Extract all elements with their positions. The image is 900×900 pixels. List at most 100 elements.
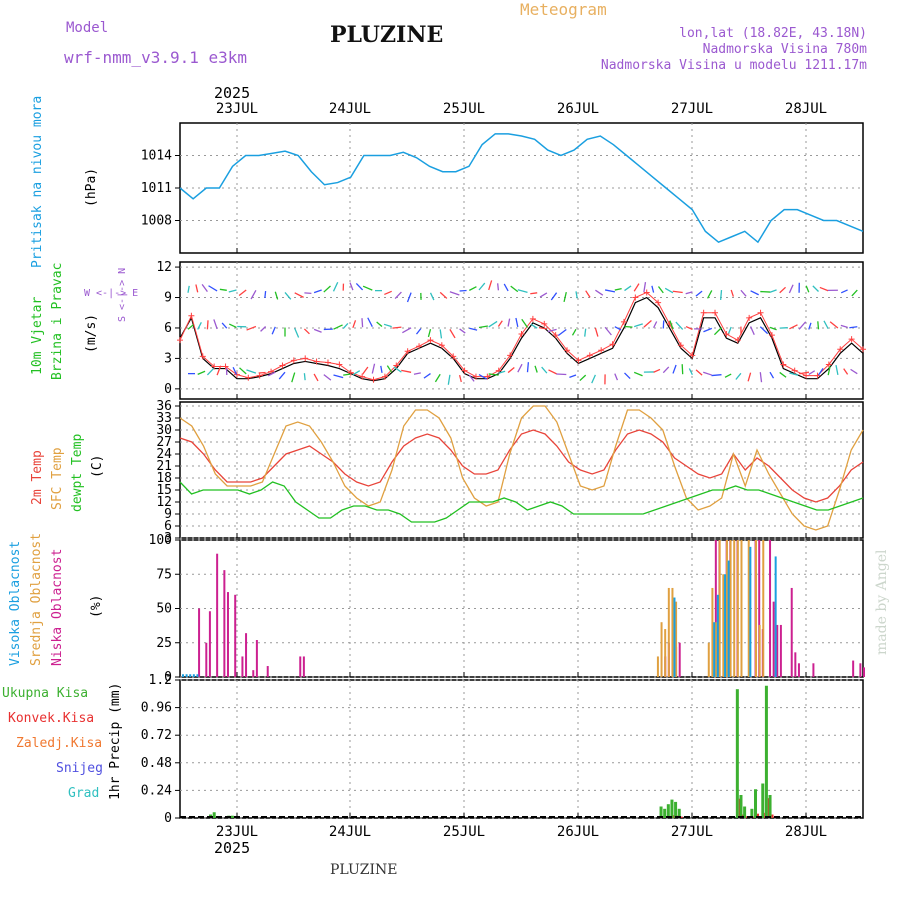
cloud-bar-low bbox=[852, 660, 855, 677]
wind-direction-arrow bbox=[507, 367, 515, 374]
wind-direction-arrow bbox=[449, 329, 456, 339]
wind-direction-arrow bbox=[759, 326, 769, 335]
wind-gust-marker bbox=[837, 346, 844, 353]
wind-direction-arrow bbox=[434, 373, 441, 383]
wind-direction-arrow bbox=[591, 374, 596, 384]
wind-gust-marker bbox=[450, 353, 457, 360]
wind-direction-arrow bbox=[657, 286, 664, 294]
wind-direction-arrow bbox=[323, 374, 332, 381]
wind-direction-arrow bbox=[469, 286, 477, 291]
wind-direction-arrow bbox=[469, 327, 478, 331]
wind-gust-marker bbox=[199, 353, 206, 360]
wind-direction-arrow bbox=[303, 373, 306, 381]
y-tick-label: 12 bbox=[156, 260, 172, 275]
cloud-bar-low bbox=[252, 670, 255, 677]
cloud-bar-low bbox=[797, 663, 800, 677]
wind-direction-arrow bbox=[291, 372, 296, 383]
precip-label-hail: Grad bbox=[68, 786, 100, 801]
wind-direction-arrow bbox=[624, 372, 631, 380]
cloud-bar-low bbox=[678, 642, 681, 677]
wind-direction-arrow bbox=[685, 291, 693, 295]
cloud-bar-mid bbox=[747, 540, 750, 677]
y-tick-label: 12 bbox=[156, 495, 172, 510]
precip-bar-total bbox=[663, 808, 667, 818]
model-elevation: Nadmorska Visina u modelu 1211.17m bbox=[600, 58, 867, 73]
wind-direction-arrow bbox=[685, 325, 693, 330]
wind-direction-arrow bbox=[829, 321, 839, 329]
wind-direction-arrow bbox=[817, 321, 820, 330]
cloud-bar-low bbox=[299, 656, 302, 677]
cloud-bar-mid bbox=[718, 540, 721, 677]
wind-direction-arrow bbox=[206, 367, 215, 376]
y-tick-label: 25 bbox=[156, 636, 172, 651]
cloud-bar-mid bbox=[736, 540, 739, 677]
day-label-bottom: 26JUL bbox=[557, 824, 599, 840]
wind-direction-arrow bbox=[362, 285, 373, 291]
wind-direction-arrow bbox=[789, 324, 798, 330]
wind-gust-marker bbox=[620, 318, 627, 325]
wind-direction-arrow bbox=[633, 283, 640, 292]
cloud-bar-low bbox=[772, 601, 775, 677]
wind-direction-arrow bbox=[342, 322, 349, 330]
wind-gust-marker bbox=[791, 367, 798, 374]
cloud-bar-mid bbox=[667, 587, 670, 677]
cloud-bar-mid bbox=[715, 622, 718, 677]
wind-gust-marker bbox=[484, 373, 491, 380]
wind-direction-arrow bbox=[208, 285, 218, 292]
wind-gust-marker bbox=[598, 347, 605, 354]
wind-gust-marker bbox=[746, 314, 753, 321]
cloud-bar-low bbox=[714, 540, 717, 677]
wind-direction-arrow bbox=[333, 374, 344, 379]
wind-direction-arrow bbox=[849, 326, 858, 329]
cloud-bar-high bbox=[182, 674, 184, 677]
wind-direction-arrow bbox=[303, 328, 310, 335]
wind-direction-arrow bbox=[517, 363, 523, 373]
cloud-bar-mid bbox=[664, 629, 667, 677]
wind-direction-arrow bbox=[219, 288, 227, 291]
y-tick-label: 36 bbox=[156, 399, 172, 414]
cloud-bar-mid bbox=[707, 642, 710, 677]
wind-direction-arrow bbox=[662, 366, 670, 374]
wind-direction-arrow bbox=[769, 289, 777, 293]
wind-direction-arrow bbox=[278, 371, 286, 380]
wind-direction-arrow bbox=[468, 374, 475, 382]
precip-bar-total bbox=[212, 812, 216, 818]
precip-bar-total bbox=[659, 806, 663, 818]
wind-gust-marker bbox=[848, 336, 855, 343]
wind-gust-marker bbox=[290, 357, 297, 364]
cloud-bar-low bbox=[769, 540, 772, 677]
wind-direction-arrow bbox=[727, 326, 732, 334]
cloud-bar-high bbox=[196, 674, 199, 677]
precip-bar-total bbox=[768, 795, 772, 818]
wind-direction-arrow bbox=[386, 365, 393, 373]
wind-direction-arrow bbox=[759, 372, 763, 383]
cloud-bar-mid bbox=[722, 574, 725, 677]
year-top: 2025 bbox=[214, 84, 251, 102]
y-tick-label: 9 bbox=[164, 291, 172, 306]
wind-direction-arrow bbox=[798, 371, 810, 375]
y-tick-label: 0.72 bbox=[141, 728, 172, 743]
wind-direction-arrow bbox=[498, 370, 506, 374]
day-label-top: 27JUL bbox=[671, 101, 713, 117]
wind-gust-marker bbox=[643, 289, 650, 296]
wind-direction-arrow bbox=[541, 366, 548, 374]
y-tick-label: 0.24 bbox=[141, 783, 172, 798]
cloud-bar-low bbox=[758, 540, 761, 677]
wind-gust-marker bbox=[803, 372, 810, 379]
wind-direction-arrow bbox=[711, 374, 722, 377]
day-label-top: 24JUL bbox=[329, 101, 371, 117]
cloud-bar-high bbox=[713, 622, 716, 677]
y-tick-label: 27 bbox=[156, 435, 172, 450]
wind-direction-arrow bbox=[352, 320, 357, 329]
wind-direction-arrow bbox=[380, 365, 383, 373]
cloud-bar-low bbox=[863, 667, 865, 677]
day-label-top: 26JUL bbox=[557, 101, 599, 117]
wind-gust-marker bbox=[461, 367, 468, 374]
y-tick-label: 3 bbox=[164, 531, 172, 546]
wind-direction-arrow bbox=[695, 290, 703, 297]
wind-direction-arrow bbox=[530, 292, 538, 295]
wind-direction-arrow bbox=[703, 327, 713, 333]
wind-direction-arrow bbox=[747, 372, 752, 382]
y-tick-label: 6 bbox=[164, 519, 172, 534]
panel-frame bbox=[179, 261, 864, 400]
